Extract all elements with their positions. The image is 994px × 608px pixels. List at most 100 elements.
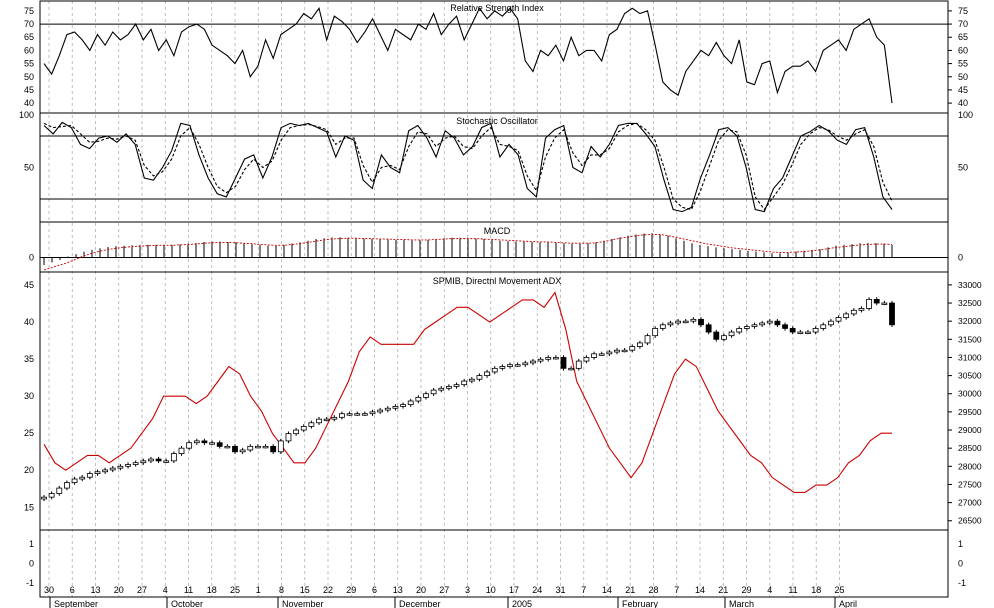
candle-body bbox=[843, 313, 850, 318]
x-day-label: 1 bbox=[256, 585, 261, 595]
x-month-label: November bbox=[282, 599, 324, 608]
candle-body bbox=[277, 440, 284, 453]
candle-body bbox=[140, 460, 147, 464]
candle-body bbox=[675, 320, 681, 324]
rsi-tick-label-left: 65 bbox=[24, 32, 34, 42]
dmi-tick-label-right: 1 bbox=[958, 539, 963, 549]
candle-body bbox=[446, 386, 452, 389]
x-month-label: December bbox=[399, 599, 441, 608]
candle-body bbox=[384, 407, 391, 411]
candle-body bbox=[300, 425, 307, 431]
candle-body bbox=[109, 467, 116, 471]
x-day-label: 7 bbox=[581, 585, 586, 595]
candle-body bbox=[117, 465, 124, 469]
candle-body bbox=[193, 440, 200, 444]
candle-body bbox=[606, 351, 613, 355]
adx-line bbox=[43, 291, 892, 494]
candle-body bbox=[736, 328, 743, 333]
candle-body bbox=[782, 324, 788, 329]
candle-body bbox=[484, 371, 490, 377]
candle-body bbox=[507, 364, 513, 367]
candle-body bbox=[644, 335, 651, 344]
adx-tick-label: 30 bbox=[24, 391, 34, 401]
x-day-label: 6 bbox=[70, 585, 75, 595]
candle-body bbox=[759, 322, 766, 326]
candle-body bbox=[614, 349, 620, 353]
dmi-tick-label-left: 0 bbox=[29, 559, 34, 569]
candle-body bbox=[827, 320, 834, 326]
adx-tick-label: 25 bbox=[24, 428, 34, 438]
rsi-tick-label-right: 75 bbox=[958, 6, 968, 16]
price-tick-label: 31000 bbox=[958, 352, 982, 362]
candle-body bbox=[323, 418, 330, 422]
candle-body bbox=[94, 471, 101, 474]
candle-body bbox=[201, 440, 208, 444]
candle-body bbox=[86, 473, 93, 478]
x-day-label: 4 bbox=[163, 585, 168, 595]
x-month-label: September bbox=[54, 599, 98, 608]
x-day-label: 11 bbox=[184, 585, 193, 595]
candle-body bbox=[316, 418, 322, 424]
price-tick-label: 29500 bbox=[958, 407, 982, 417]
candle-body bbox=[659, 324, 666, 329]
candle-body bbox=[552, 357, 559, 360]
candle-body bbox=[568, 367, 575, 371]
x-day-label: 24 bbox=[532, 585, 542, 595]
candle-body bbox=[789, 328, 796, 333]
candle-body bbox=[476, 375, 483, 380]
candle-body bbox=[415, 396, 422, 402]
price-tick-label: 26500 bbox=[958, 516, 982, 526]
price-tick-label: 32500 bbox=[958, 298, 982, 308]
candle-body bbox=[636, 342, 643, 347]
x-day-label: 15 bbox=[300, 585, 310, 595]
x-day-label: 13 bbox=[90, 585, 100, 595]
price-tick-label: 27000 bbox=[958, 498, 982, 508]
adx-tick-label: 45 bbox=[24, 280, 34, 290]
macd-tick-label-left: 0 bbox=[29, 252, 34, 262]
x-day-label: 21 bbox=[718, 585, 728, 595]
rsi-tick-label-left: 60 bbox=[24, 45, 34, 55]
candle-body bbox=[64, 482, 70, 489]
candle-body bbox=[438, 387, 445, 391]
candle-body bbox=[407, 400, 414, 406]
x-axis: 30 6 13 20 27 4 11 18 25 1 8 15 22 29 6 13 20 27 3 10 17 24 31… bbox=[40, 585, 948, 608]
rsi-tick-label-right: 65 bbox=[958, 32, 968, 42]
gridlines bbox=[48, 1, 840, 597]
candle-body bbox=[155, 458, 162, 462]
rsi-tick-label-right: 55 bbox=[958, 59, 968, 69]
candle-body bbox=[522, 362, 529, 366]
candle-body bbox=[453, 384, 460, 387]
candle-body bbox=[881, 302, 888, 305]
stochastic-tick-label-left: 50 bbox=[24, 163, 34, 173]
rsi-tick-label-right: 60 bbox=[958, 45, 968, 55]
adx-tick-label: 15 bbox=[24, 502, 34, 512]
x-day-label: 28 bbox=[648, 585, 658, 595]
candle-body bbox=[667, 322, 674, 326]
candle-body bbox=[751, 324, 758, 328]
stochastic-tick-label-left: 100 bbox=[19, 110, 34, 120]
candle-body bbox=[812, 328, 819, 333]
candle-body bbox=[652, 328, 659, 337]
candle-body bbox=[232, 445, 238, 453]
x-day-label: 25 bbox=[834, 585, 844, 595]
candle-body bbox=[377, 409, 384, 413]
candle-body bbox=[682, 320, 689, 324]
x-month-label: October bbox=[171, 599, 203, 608]
candle-body bbox=[774, 320, 781, 326]
candle-body bbox=[537, 358, 544, 362]
candle-body bbox=[889, 302, 895, 326]
x-day-label: 14 bbox=[602, 585, 612, 595]
x-day-label: 18 bbox=[207, 585, 217, 595]
candle-body bbox=[262, 445, 269, 449]
candle-body bbox=[79, 476, 86, 480]
candle-body bbox=[224, 445, 231, 449]
candle-body bbox=[743, 326, 750, 329]
x-day-label: 20 bbox=[114, 585, 124, 595]
dmi-tick-label-right: 0 bbox=[958, 559, 963, 569]
stochastic-title: Stochastic Oscillator bbox=[456, 116, 538, 126]
candle-body bbox=[430, 389, 437, 395]
rsi-tick-label-right: 50 bbox=[958, 72, 968, 82]
candle-body bbox=[170, 453, 177, 462]
candle-body bbox=[461, 380, 468, 386]
candle-body bbox=[423, 393, 429, 398]
